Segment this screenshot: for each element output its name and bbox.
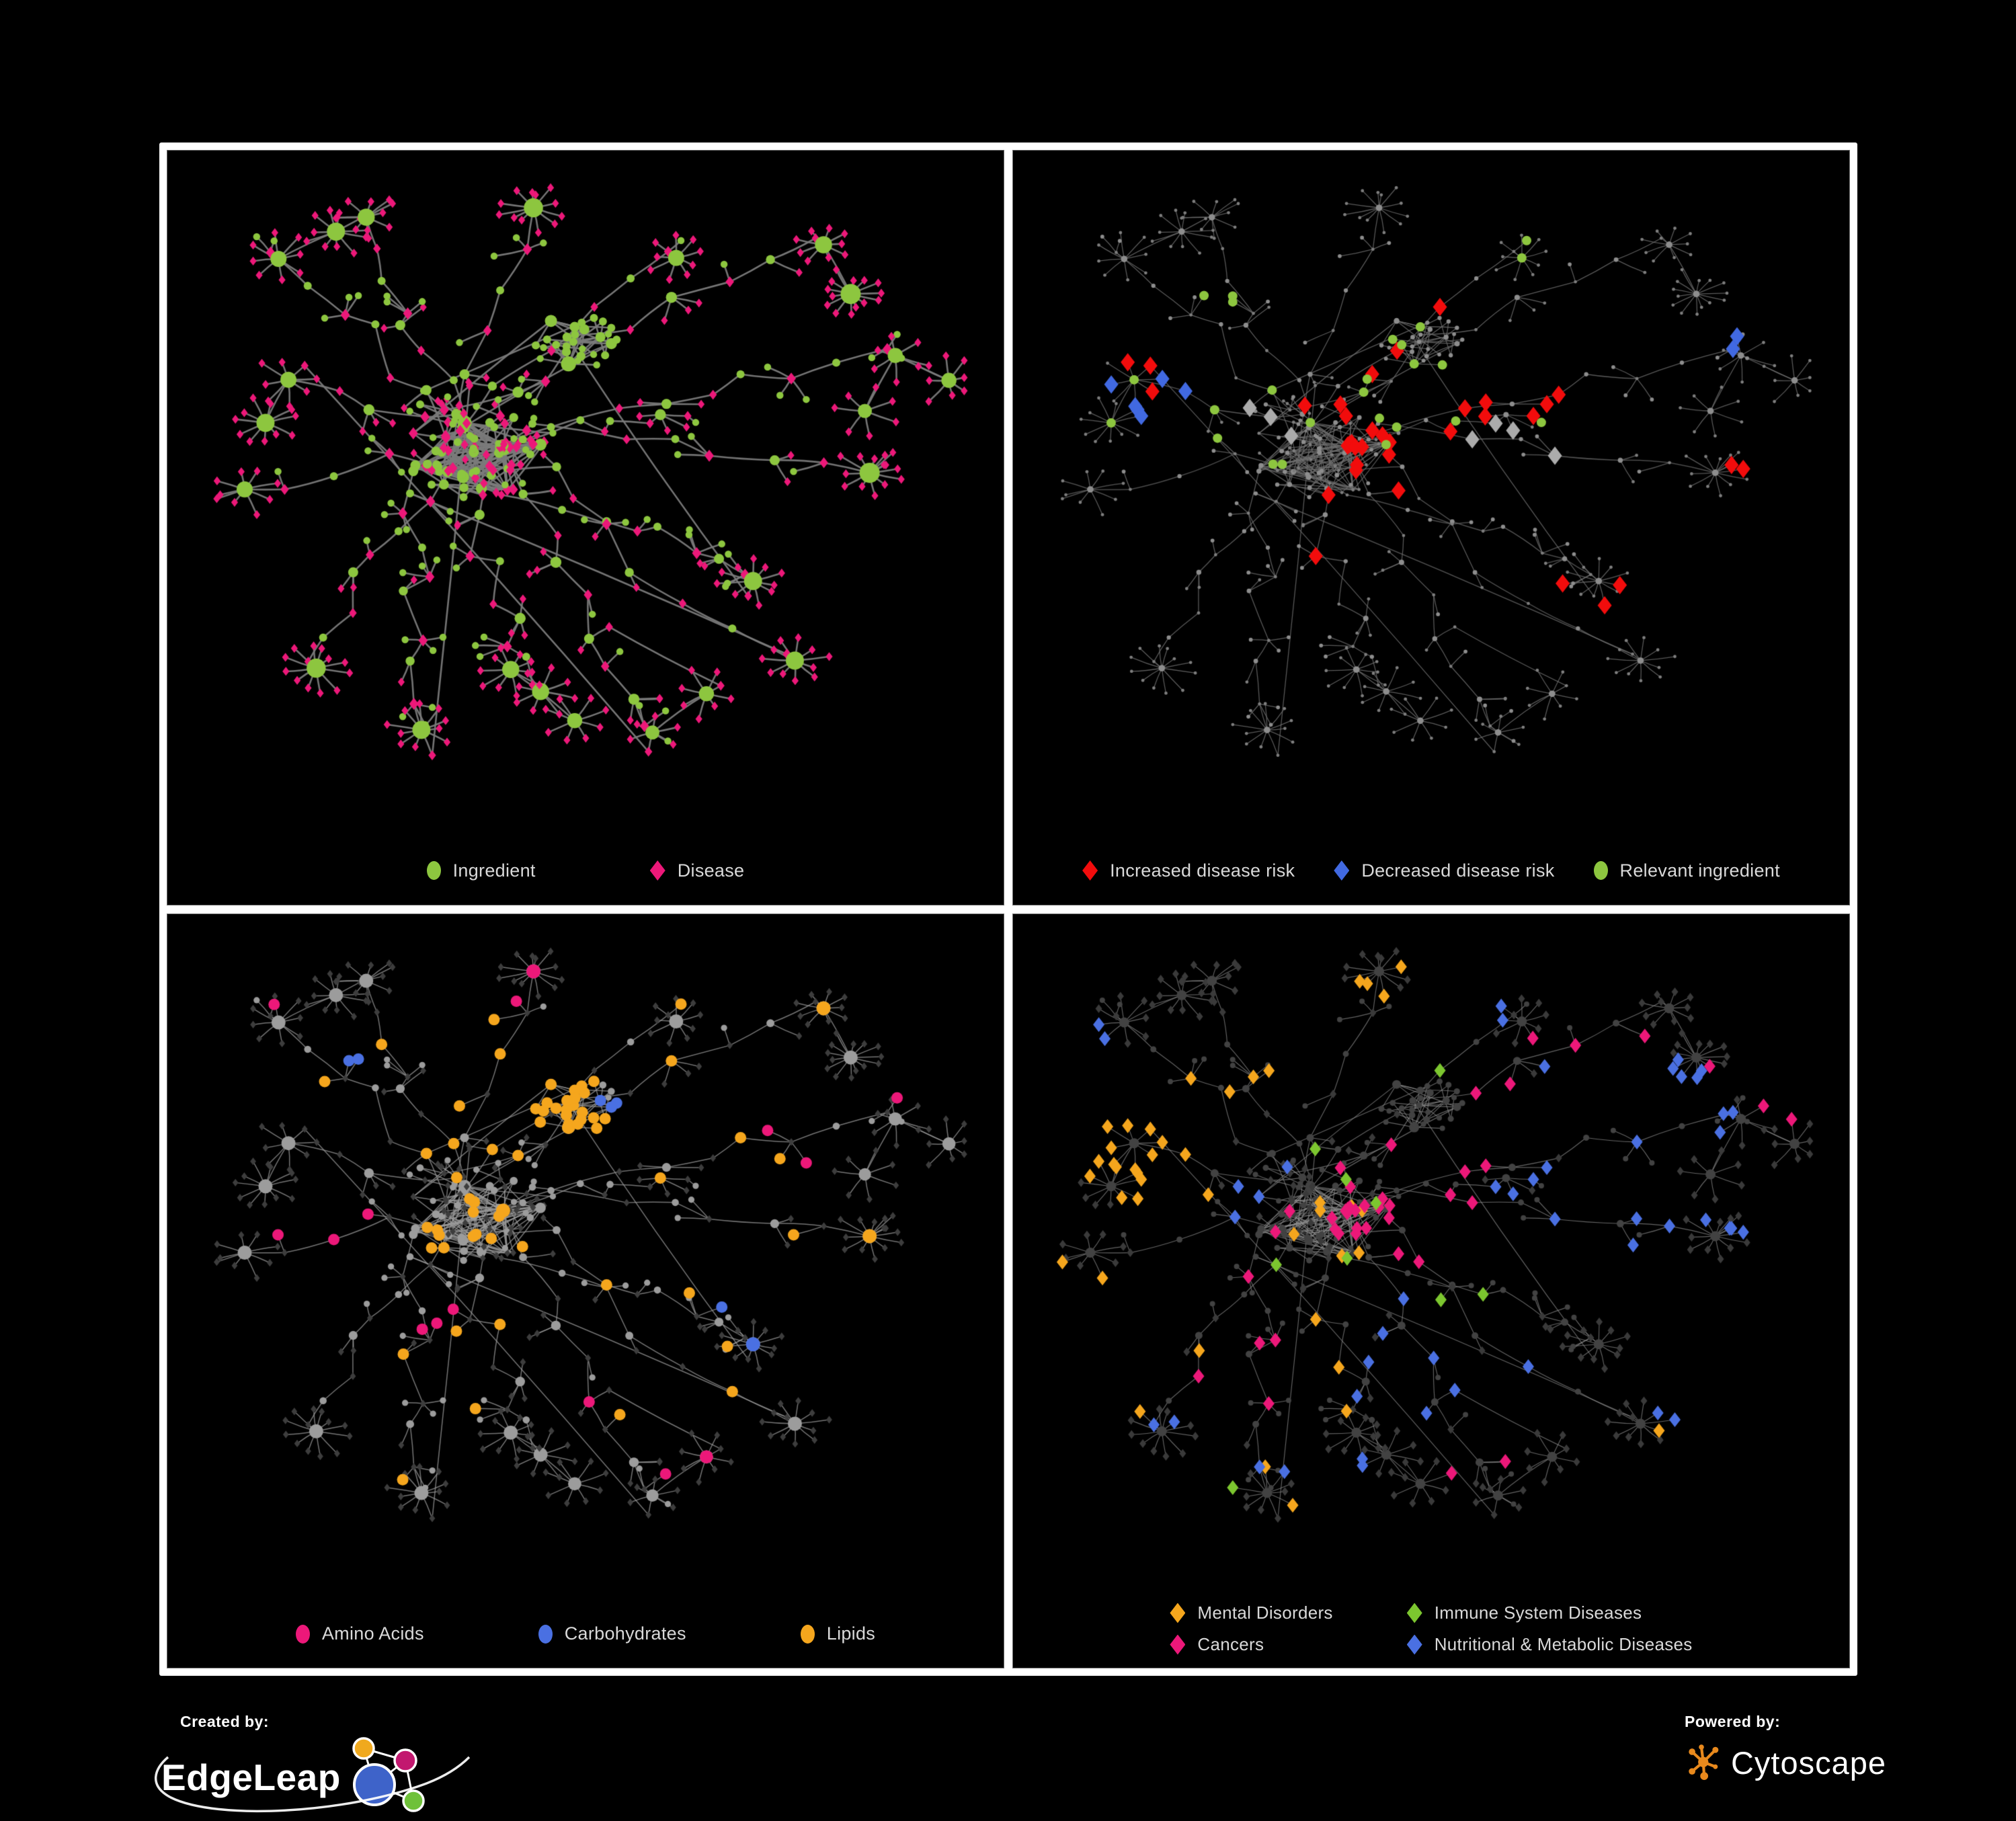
legend-label: Ingredient — [452, 860, 536, 881]
cytoscape-logo-text: Cytoscape — [1730, 1744, 1886, 1781]
network-canvas-ingredient-classes — [167, 913, 1004, 1668]
legend-item: Nutritional & Metabolic Diseases — [1406, 1634, 1693, 1655]
legend-label: Immune System Diseases — [1434, 1603, 1642, 1623]
legend-item: Carbohydrates — [538, 1623, 686, 1644]
legend-item: Decreased disease risk — [1334, 860, 1554, 881]
legend-item: Increased disease risk — [1082, 860, 1295, 881]
created-by-label: Created by: — [180, 1713, 270, 1730]
legend-diamond-marker — [649, 860, 666, 881]
edgeleap-logo-text: EdgeLeap — [161, 1756, 341, 1798]
legend-label: Decreased disease risk — [1361, 860, 1555, 881]
legend-circle-marker — [426, 861, 441, 880]
panel-disease-risk: Increased disease risk Decreased disease … — [1012, 150, 1850, 905]
network-canvas-disease-categories — [1012, 913, 1850, 1668]
legend-label: Cancers — [1197, 1634, 1264, 1654]
panel-disease-categories: Mental Disorders Immune System Diseases Ca… — [1012, 913, 1850, 1668]
legend-item: Lipids — [800, 1623, 876, 1644]
legend-diamond-marker — [1406, 1603, 1422, 1623]
network-canvas-ingredient-disease — [167, 150, 1004, 905]
legend-disease-categories: Mental Disorders Immune System Diseases Ca… — [1012, 1603, 1850, 1655]
legend-label: Increased disease risk — [1110, 860, 1295, 881]
legend-label: Lipids — [826, 1623, 876, 1644]
legend-label: Disease — [677, 860, 745, 881]
legend-disease-risk: Increased disease risk Decreased disease … — [1012, 860, 1850, 881]
legend-item: Disease — [649, 860, 745, 881]
legend-item: Immune System Diseases — [1406, 1603, 1642, 1623]
legend-diamond-marker — [1406, 1634, 1422, 1655]
legend-diamond-marker — [1170, 1603, 1186, 1623]
network-panel-grid: Ingredient Disease Increased disease risk… — [159, 143, 1857, 1676]
legend-circle-marker — [295, 1624, 310, 1644]
panel-ingredient-disease: Ingredient Disease — [167, 150, 1004, 905]
cytoscape-logo-icon — [1689, 1744, 1719, 1781]
legend-label: Relevant ingredient — [1619, 860, 1780, 881]
legend-diamond-marker — [1170, 1634, 1186, 1655]
legend-circle-marker — [1593, 861, 1608, 880]
legend-label: Mental Disorders — [1197, 1603, 1333, 1623]
legend-ingredient-disease: Ingredient Disease — [167, 860, 1004, 881]
legend-circle-marker — [538, 1624, 553, 1644]
edgeleap-credit: Created by: EdgeLeap — [155, 1713, 471, 1814]
edgeleap-logo-icon — [352, 1737, 425, 1812]
legend-item: Relevant ingredient — [1593, 860, 1780, 881]
legend-label: Carbohydrates — [564, 1623, 686, 1644]
cytoscape-credit: Powered by: Cytoscape — [1685, 1713, 1886, 1793]
legend-label: Amino Acids — [321, 1623, 424, 1644]
panel-ingredient-classes: Amino Acids Carbohydrates Lipids — [167, 913, 1004, 1668]
legend-circle-marker — [800, 1624, 815, 1644]
legend-item: Ingredient — [426, 860, 536, 881]
legend-label: Nutritional & Metabolic Diseases — [1434, 1634, 1693, 1654]
legend-item: Cancers — [1170, 1634, 1264, 1655]
powered-by-label: Powered by: — [1685, 1713, 1781, 1730]
legend-ingredient-classes: Amino Acids Carbohydrates Lipids — [167, 1623, 1004, 1644]
legend-item: Amino Acids — [295, 1623, 424, 1644]
legend-diamond-marker — [1334, 860, 1350, 881]
network-canvas-disease-risk — [1012, 150, 1850, 905]
legend-item: Mental Disorders — [1170, 1603, 1332, 1623]
legend-diamond-marker — [1082, 860, 1098, 881]
